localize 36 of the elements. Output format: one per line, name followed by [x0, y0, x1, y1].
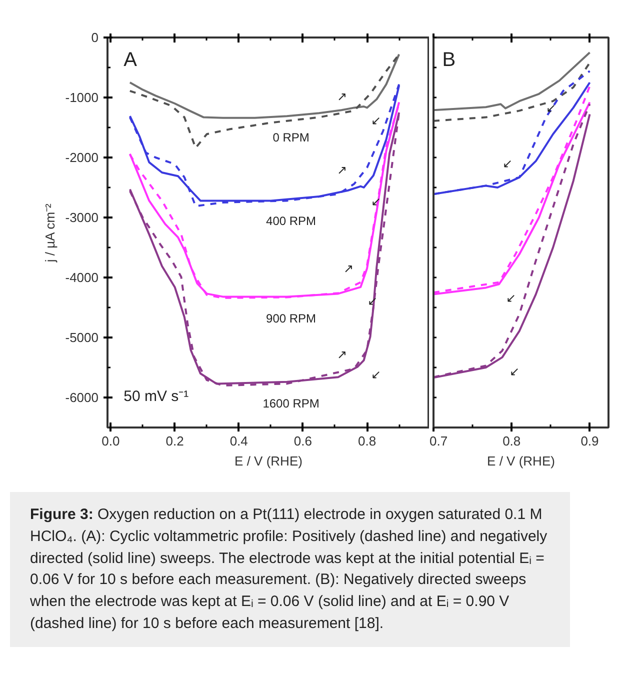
series-label: 400 RPM	[266, 214, 316, 228]
series-label: 900 RPM	[266, 311, 316, 326]
annotation: ↗	[337, 348, 348, 362]
series-label: 1600 RPM	[262, 396, 320, 411]
annotation: ↙	[546, 100, 556, 115]
annotation: 50 mV s⁻¹	[124, 388, 189, 405]
x-axis-title: E / V (RHE)	[487, 454, 555, 468]
x-tick-label: 0.8	[502, 434, 521, 448]
y-tick-label: -6000	[65, 390, 98, 405]
x-tick-label: 0.2	[166, 434, 184, 448]
x-tick-label: 0.9	[580, 434, 599, 448]
x-tick-label: 0.0	[102, 434, 120, 448]
y-tick-label: 0	[91, 30, 99, 45]
annotation: ↙	[502, 156, 512, 170]
annotation: ↗	[337, 90, 348, 104]
annotation: ↗	[344, 261, 354, 276]
y-tick-label: -5000	[65, 330, 98, 345]
x-tick-label: 0.6	[294, 434, 312, 448]
y-tick-label: -1000	[65, 90, 98, 105]
text: A	[124, 49, 138, 72]
x-tick-label: 0.7	[430, 434, 448, 448]
annotation: ↙	[370, 114, 381, 128]
y-tick-label: -2000	[65, 150, 98, 165]
caption: Figure 3:	[30, 506, 94, 523]
x-axis-title: E / V (RHE)	[234, 454, 302, 468]
y-tick-label: -4000	[65, 270, 98, 285]
series-label: 0 RPM	[272, 130, 310, 145]
annotation: ↙	[506, 291, 516, 306]
annotation: ↙	[509, 364, 520, 378]
text: B	[442, 49, 456, 72]
annotation: ↙	[370, 367, 381, 382]
y-axis-title: j / µA cm⁻²	[42, 202, 58, 264]
annotation: ↗	[337, 162, 348, 177]
y-tick-label: -3000	[65, 210, 98, 225]
x-tick-label: 0.4	[230, 434, 248, 448]
x-tick-label: 0.8	[358, 434, 376, 448]
